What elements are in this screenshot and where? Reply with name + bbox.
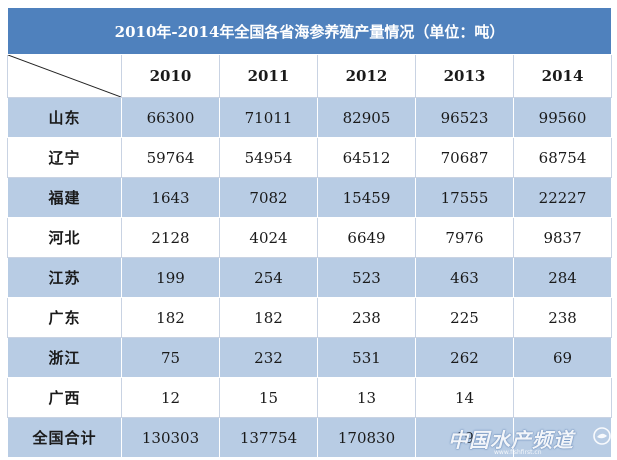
data-cell: 15 bbox=[219, 377, 318, 418]
province-label: 全国合计 bbox=[7, 417, 122, 458]
data-cell: 64512 bbox=[317, 137, 416, 178]
data-cell: 199 bbox=[121, 257, 220, 298]
data-cell: 99560 bbox=[512, 97, 613, 138]
data-cell: 70687 bbox=[415, 137, 514, 178]
data-cell: 69 bbox=[512, 337, 613, 378]
data-cell: 4024 bbox=[219, 217, 318, 258]
title-row: 2010年-2014年全国各省海参养殖产量情况（单位：吨） bbox=[6, 7, 613, 55]
data-cell: 182 bbox=[219, 297, 318, 338]
table-row: 全国合计 130303 137754 170830 19 bbox=[7, 417, 613, 458]
data-cell: 284 bbox=[512, 257, 613, 298]
data-cell: 9837 bbox=[512, 217, 613, 258]
data-cell: 71011 bbox=[219, 97, 318, 138]
data-cell: 2128 bbox=[121, 217, 220, 258]
diagonal-line bbox=[8, 55, 121, 97]
table-row: 福建 1643 7082 15459 17555 22227 bbox=[7, 177, 613, 218]
data-cell bbox=[512, 377, 613, 418]
data-cell: 130303 bbox=[121, 417, 220, 458]
data-cell: 254 bbox=[219, 257, 318, 298]
data-cell: 68754 bbox=[512, 137, 613, 178]
data-cell: 54954 bbox=[219, 137, 318, 178]
data-cell: 15459 bbox=[317, 177, 416, 218]
data-cell: 238 bbox=[317, 297, 416, 338]
data-cell: 19 bbox=[415, 417, 514, 458]
data-cell: 238 bbox=[512, 297, 613, 338]
province-label: 浙江 bbox=[7, 337, 122, 378]
corner-cell bbox=[7, 54, 122, 98]
data-cell: 1643 bbox=[121, 177, 220, 218]
data-cell: 96523 bbox=[415, 97, 514, 138]
table-row: 河北 2128 4024 6649 7976 9837 bbox=[7, 217, 613, 258]
data-cell: 6649 bbox=[317, 217, 416, 258]
data-cell: 523 bbox=[317, 257, 416, 298]
table-row: 江苏 199 254 523 463 284 bbox=[7, 257, 613, 298]
data-cell: 59764 bbox=[121, 137, 220, 178]
production-table: 2010年-2014年全国各省海参养殖产量情况（单位：吨） 2010 2011 201… bbox=[6, 7, 613, 458]
province-label: 河北 bbox=[7, 217, 122, 258]
province-label: 山东 bbox=[7, 97, 122, 138]
table-row: 广东 182 182 238 225 238 bbox=[7, 297, 613, 338]
data-cell: 17555 bbox=[415, 177, 514, 218]
column-header: 2011 bbox=[219, 54, 318, 98]
column-header: 2012 bbox=[317, 54, 416, 98]
data-cell: 170830 bbox=[317, 417, 416, 458]
data-cell: 22227 bbox=[512, 177, 613, 218]
province-label: 江苏 bbox=[7, 257, 122, 298]
data-cell: 225 bbox=[415, 297, 514, 338]
data-cell: 262 bbox=[415, 337, 514, 378]
data-cell: 82905 bbox=[317, 97, 416, 138]
column-header: 2010 bbox=[121, 54, 220, 98]
fish-logo-icon bbox=[593, 427, 611, 445]
data-cell: 75 bbox=[121, 337, 220, 378]
table-row: 辽宁 59764 54954 64512 70687 68754 bbox=[7, 137, 613, 178]
watermark-text: 中国水产频道 bbox=[448, 428, 574, 452]
data-cell: 182 bbox=[121, 297, 220, 338]
data-cell: 14 bbox=[415, 377, 514, 418]
data-cell: 66300 bbox=[121, 97, 220, 138]
header-row: 2010 2011 2012 2013 2014 bbox=[7, 54, 613, 98]
data-cell bbox=[512, 417, 613, 458]
data-cell: 137754 bbox=[219, 417, 318, 458]
table-title: 2010年-2014年全国各省海参养殖产量情况（单位：吨） bbox=[6, 7, 613, 55]
data-cell: 232 bbox=[219, 337, 318, 378]
province-label: 福建 bbox=[7, 177, 122, 218]
data-cell: 13 bbox=[317, 377, 416, 418]
data-cell: 7082 bbox=[219, 177, 318, 218]
data-cell: 12 bbox=[121, 377, 220, 418]
province-label: 辽宁 bbox=[7, 137, 122, 178]
province-label: 广东 bbox=[7, 297, 122, 338]
table-row: 山东 66300 71011 82905 96523 99560 bbox=[7, 97, 613, 138]
data-cell: 7976 bbox=[415, 217, 514, 258]
table-row: 浙江 75 232 531 262 69 bbox=[7, 337, 613, 378]
data-cell: 531 bbox=[317, 337, 416, 378]
table-row: 广西 12 15 13 14 bbox=[7, 377, 613, 418]
data-cell: 463 bbox=[415, 257, 514, 298]
province-label: 广西 bbox=[7, 377, 122, 418]
watermark: 中国水产频道 www.fishfirst.cn bbox=[444, 424, 612, 456]
column-header: 2014 bbox=[512, 54, 613, 98]
column-header: 2013 bbox=[415, 54, 514, 98]
watermark-url: www.fishfirst.cn bbox=[494, 449, 542, 456]
